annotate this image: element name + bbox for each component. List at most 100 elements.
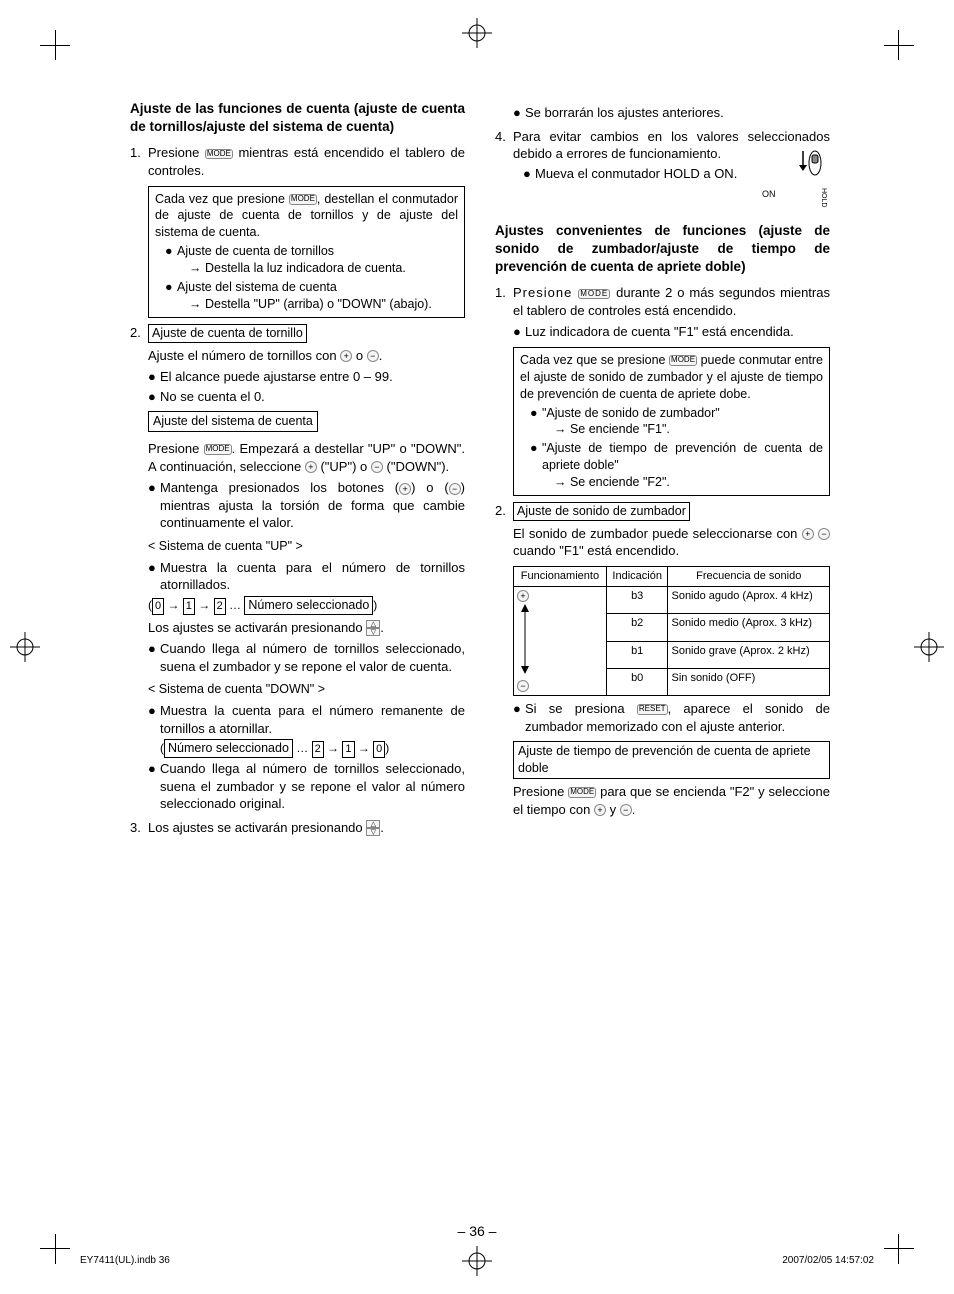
text: Presione <box>513 784 564 799</box>
text: Muestra la cuenta para el número de torn… <box>160 559 465 594</box>
minus-icon: − <box>517 680 529 692</box>
text: ("UP") o <box>320 459 367 474</box>
registration-mark <box>10 632 40 662</box>
label-box: Ajuste de cuenta de tornillo <box>148 324 307 343</box>
text: Ajuste del sistema de cuenta <box>177 280 337 294</box>
plus-icon: + <box>340 350 352 362</box>
text: cuando "F1" está encendido. <box>513 543 679 558</box>
text: ("DOWN"). <box>387 459 450 474</box>
on-label: ON <box>762 188 776 207</box>
registration-mark <box>462 18 492 48</box>
text: Se borrarán los ajustes anteriores. <box>525 104 830 122</box>
text: Luz indicadora de cuenta "F1" está encen… <box>525 323 830 341</box>
text: Los ajustes se activarán presionando <box>148 820 363 835</box>
mode-icon: MODE <box>568 787 596 798</box>
text: Mueva el conmutador HOLD a ON. <box>535 165 756 183</box>
plus-icon: + <box>802 528 814 540</box>
step-2: 2. Ajuste de cuenta de tornillo <box>130 324 465 343</box>
plus-icon: + <box>399 483 411 495</box>
text: Ajuste el número de tornillos con <box>148 348 337 363</box>
text: ) o ( <box>411 480 449 495</box>
left-column: Ajuste de las funciones de cuenta (ajust… <box>130 100 465 836</box>
table-cell: b0 <box>606 668 668 695</box>
text: y <box>610 802 617 817</box>
label-box: Ajuste de tiempo de prevención de cuenta… <box>513 741 830 779</box>
info-box: Cada vez que se presione MODE puede conm… <box>513 347 830 496</box>
text: Presione <box>148 145 199 160</box>
text: Mantenga presionados los botones ( <box>160 480 399 495</box>
step-4: 4. Para evitar cambios en los valores se… <box>495 128 830 208</box>
text: Cada vez que presione <box>155 192 285 206</box>
step-number: 4. <box>495 128 513 208</box>
label-box: Ajuste del sistema de cuenta <box>148 411 318 432</box>
subheading: < Sistema de cuenta "DOWN" > <box>148 681 465 698</box>
text: No se cuenta el 0. <box>160 388 465 406</box>
table-cell: Sonido grave (Aprox. 2 kHz) <box>668 641 830 668</box>
text: El alcance puede ajustarse entre 0 – 99. <box>160 368 465 386</box>
page-number: – 36 – <box>0 1223 954 1239</box>
table-cell: Sin sonido (OFF) <box>668 668 830 695</box>
reset-icon: RESET <box>637 704 668 715</box>
mode-icon: MODE <box>205 149 233 160</box>
text: El sonido de zumbador puede seleccionars… <box>513 526 797 541</box>
text: Ajuste de cuenta de tornillos <box>177 244 334 258</box>
text: → Destella la luz indicadora de cuenta. <box>189 260 458 277</box>
text: → Destella "UP" (arriba) o "DOWN" (abajo… <box>189 296 458 313</box>
step-number: 3. <box>130 819 148 837</box>
footer-left: EY7411(UL).indb 36 <box>80 1255 170 1266</box>
table-cell: b1 <box>606 641 668 668</box>
text: Si se presiona <box>525 701 625 716</box>
step-1: 1. Presione MODE durante 2 o más segundo… <box>495 284 830 319</box>
sequence: (0 → 1 → 2 … Número seleccionado) <box>148 596 465 615</box>
info-box: Cada vez que presione MODE, destellan el… <box>148 186 465 318</box>
minus-icon: − <box>620 804 632 816</box>
step-3: 3. Los ajustes se activarán presionando … <box>130 819 465 837</box>
table-cell: Sonido medio (Aprox. 3 kHz) <box>668 614 830 641</box>
footer-right: 2007/02/05 14:57:02 <box>782 1255 874 1266</box>
registration-mark <box>914 632 944 662</box>
right-column: ●Se borrarán los ajustes anteriores. 4. … <box>495 100 830 836</box>
text: Cuando llega al número de tornillos sele… <box>160 760 465 813</box>
table-cell: b3 <box>606 586 668 613</box>
step-number: 2. <box>130 324 148 343</box>
minus-icon: − <box>367 350 379 362</box>
text: → Se enciende "F1". <box>554 421 823 438</box>
sound-table: Funcionamiento Indicación Frecuencia de … <box>513 566 830 696</box>
plus-icon: + <box>305 461 317 473</box>
updown-icon: △▽ <box>366 820 380 836</box>
table-header: Indicación <box>606 566 668 586</box>
text: "Ajuste de tiempo de prevención de cuent… <box>542 441 823 472</box>
section-title: Ajuste de las funciones de cuenta (ajust… <box>130 100 465 136</box>
step-2: 2. Ajuste de sonido de zumbador <box>495 502 830 521</box>
table-cell: b2 <box>606 614 668 641</box>
func-cell: + − <box>514 586 607 696</box>
minus-icon: − <box>449 483 461 495</box>
table-header: Frecuencia de sonido <box>668 566 830 586</box>
label-box: Ajuste de sonido de zumbador <box>513 502 690 521</box>
text: Cada vez que se presione <box>520 353 665 367</box>
step-1: 1. Presione MODE mientras está encendido… <box>130 144 465 179</box>
crop-mark <box>40 30 80 70</box>
text: Presione <box>148 441 199 456</box>
subheading: < Sistema de cuenta "UP" > <box>148 538 465 555</box>
step-number: 1. <box>130 144 148 179</box>
mode-icon: MODE <box>578 289 610 300</box>
hold-switch-figure: ON HOLD <box>760 145 830 208</box>
section-title: Ajustes convenientes de funciones (ajust… <box>495 222 830 277</box>
text: Presione <box>513 285 572 300</box>
text: "Ajuste de sonido de zumbador" <box>542 406 720 420</box>
mode-icon: MODE <box>669 355 697 366</box>
hold-label: HOLD <box>819 188 828 207</box>
text: → Se enciende "F2". <box>554 474 823 491</box>
table-header: Funcionamiento <box>514 566 607 586</box>
minus-icon: − <box>371 461 383 473</box>
step-number: 1. <box>495 284 513 319</box>
text: Cuando llega al número de tornillos sele… <box>160 640 465 675</box>
mode-icon: MODE <box>289 194 317 205</box>
plus-icon: + <box>594 804 606 816</box>
page-content: Ajuste de las funciones de cuenta (ajust… <box>130 100 830 836</box>
text: Muestra la cuenta para el número remanen… <box>160 703 465 736</box>
step-number: 2. <box>495 502 513 521</box>
table-cell: Sonido agudo (Aprox. 4 kHz) <box>668 586 830 613</box>
crop-mark <box>874 30 914 70</box>
